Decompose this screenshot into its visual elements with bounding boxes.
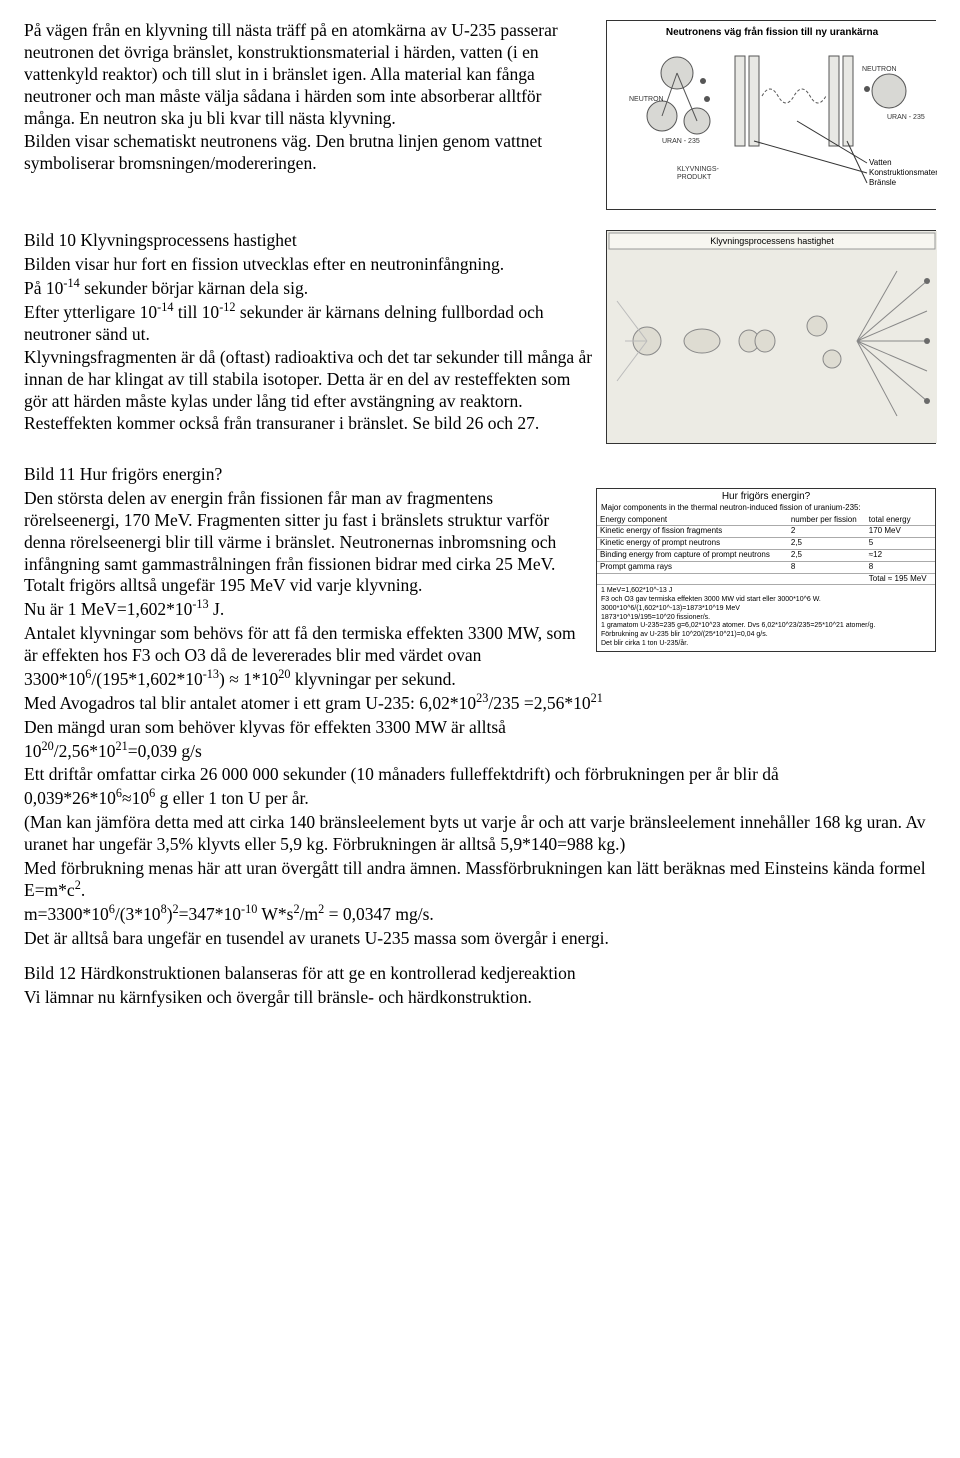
table-row: Kinetic energy of prompt neutrons2,55: [597, 538, 935, 550]
table-row: Binding energy from capture of prompt ne…: [597, 550, 935, 562]
p11f: Den mängd uran som behöver klyvas för ef…: [24, 717, 936, 739]
col-number-per: number per fission: [788, 515, 866, 526]
p11d: 3300*106/(195*1,602*10-13) ≈ 1*1020 klyv…: [24, 669, 936, 691]
p11g: 1020/2,56*1021=0,039 g/s: [24, 741, 936, 763]
p12: Vi lämnar nu kärnfysiken och övergår til…: [24, 987, 936, 1009]
svg-text:Vatten: Vatten: [869, 158, 892, 167]
table-header-row: Energy component number per fission tota…: [597, 515, 935, 526]
svg-text:URAN - 235: URAN - 235: [662, 138, 700, 145]
figure-fission-speed-svg: Klyvningsprocessens hastighet: [607, 231, 937, 443]
heading-bild12: Bild 12 Härdkonstruktionen balanseras fö…: [24, 963, 936, 985]
p11j: (Man kan jämföra detta med att cirka 140…: [24, 812, 936, 856]
p11k: Med förbrukning menas här att uran överg…: [24, 858, 936, 902]
svg-text:PRODUKT: PRODUKT: [677, 174, 712, 181]
energy-table: Energy component number per fission tota…: [597, 515, 935, 586]
svg-text:Klyvningsprocessens hastighet: Klyvningsprocessens hastighet: [710, 236, 834, 246]
svg-text:NEUTRON: NEUTRON: [862, 66, 897, 73]
p11l: m=3300*106/(3*108)2=347*10-10 W*s2/m2 = …: [24, 904, 936, 926]
svg-text:NEUTRON: NEUTRON: [629, 96, 664, 103]
table-row: Kinetic energy of fission fragments2170 …: [597, 526, 935, 538]
figure-neutron-path: Neutronens väg från fission till ny uran…: [606, 20, 936, 210]
svg-text:Bränsle: Bränsle: [869, 178, 897, 187]
p11m: Det är alltså bara ungefär en tusendel a…: [24, 928, 936, 950]
p11i: 0,039*26*106≈106 g eller 1 ton U per år.: [24, 788, 936, 810]
fig3-subtitle: Major components in the thermal neutron-…: [597, 504, 935, 515]
fig3-footer: 1 MeV=1,602*10^-13 J F3 och O3 gav termi…: [597, 585, 935, 650]
svg-text:URAN - 235: URAN - 235: [887, 114, 925, 121]
svg-text:Konstruktionsmaterial: Konstruktionsmaterial: [869, 168, 937, 177]
col-total-energy: total energy: [866, 515, 935, 526]
fig3-title: Hur frigörs energin?: [597, 489, 935, 504]
col-energy-component: Energy component: [597, 515, 788, 526]
figure-fission-speed: Klyvningsprocessens hastighet: [606, 230, 936, 444]
fig1-title: Neutronens väg från fission till ny uran…: [666, 26, 879, 38]
figure-neutron-path-svg: Neutronens väg från fission till ny uran…: [607, 21, 937, 209]
figure-energy-table: Hur frigörs energin? Major components in…: [596, 488, 936, 652]
heading-bild11: Bild 11 Hur frigörs energin?: [24, 464, 936, 486]
table-row: Prompt gamma rays88: [597, 561, 935, 573]
p11e: Med Avogadros tal blir antalet atomer i …: [24, 693, 936, 715]
svg-text:KLYVNINGS-: KLYVNINGS-: [677, 166, 720, 173]
p11h: Ett driftår omfattar cirka 26 000 000 se…: [24, 764, 936, 786]
table-total-row: Total ≈ 195 MeV: [597, 573, 935, 585]
